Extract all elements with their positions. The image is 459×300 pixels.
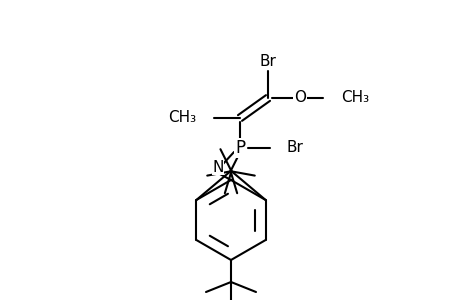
Text: CH₃: CH₃ bbox=[168, 110, 196, 125]
Text: CH₃: CH₃ bbox=[340, 91, 368, 106]
Text: O: O bbox=[293, 91, 305, 106]
Text: Br: Br bbox=[286, 140, 303, 155]
Text: P: P bbox=[235, 139, 245, 157]
Text: N: N bbox=[212, 160, 223, 175]
Text: Br: Br bbox=[259, 55, 276, 70]
